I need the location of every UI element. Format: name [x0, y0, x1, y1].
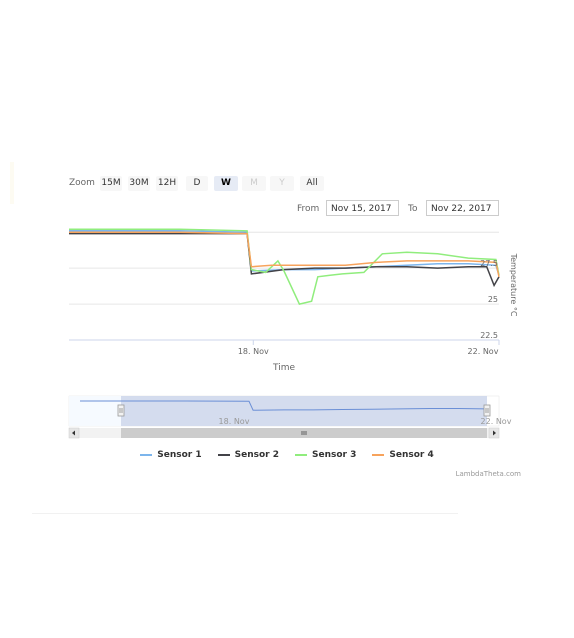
series-line-sensor-2[interactable]	[69, 234, 499, 286]
x-tick-label: 22. Nov	[468, 347, 499, 356]
legend-swatch	[295, 454, 307, 456]
credits-link[interactable]: LambdaTheta.com	[456, 470, 521, 478]
plot-area[interactable]	[69, 229, 499, 304]
legend-item-sensor-1[interactable]: Sensor 1	[140, 450, 201, 460]
navigator-left-handle[interactable]	[118, 405, 124, 416]
axes: 22.5 25 27.5 18. Nov 22. Nov	[69, 259, 499, 356]
navigator[interactable]: 18. Nov 22. Nov	[69, 396, 512, 426]
legend: Sensor 1 Sensor 2 Sensor 3 Sensor 4	[0, 450, 574, 460]
x-axis-title: Time	[272, 363, 295, 373]
legend-label: Sensor 4	[389, 450, 433, 460]
divider	[32, 513, 458, 514]
y-axis-title: Temperature °C	[509, 253, 518, 317]
grid	[69, 232, 499, 340]
legend-swatch	[140, 454, 152, 456]
y-tick-label: 22.5	[480, 331, 498, 340]
series-line-sensor-3[interactable]	[69, 229, 499, 304]
legend-item-sensor-2[interactable]: Sensor 2	[218, 450, 279, 460]
y-tick-label: 27.5	[480, 259, 498, 268]
navigator-right-handle[interactable]	[484, 405, 490, 416]
legend-swatch	[372, 454, 384, 456]
navigator-x-tick-right: 22. Nov	[481, 417, 512, 426]
navigator-x-tick: 18. Nov	[219, 417, 250, 426]
scrollbar[interactable]	[69, 428, 499, 438]
legend-item-sensor-4[interactable]: Sensor 4	[372, 450, 433, 460]
y-tick-label: 25	[488, 295, 498, 304]
x-tick-label: 18. Nov	[238, 347, 269, 356]
legend-label: Sensor 3	[312, 450, 356, 460]
legend-label: Sensor 1	[157, 450, 201, 460]
legend-item-sensor-3[interactable]: Sensor 3	[295, 450, 356, 460]
legend-swatch	[218, 454, 230, 456]
legend-label: Sensor 2	[235, 450, 279, 460]
